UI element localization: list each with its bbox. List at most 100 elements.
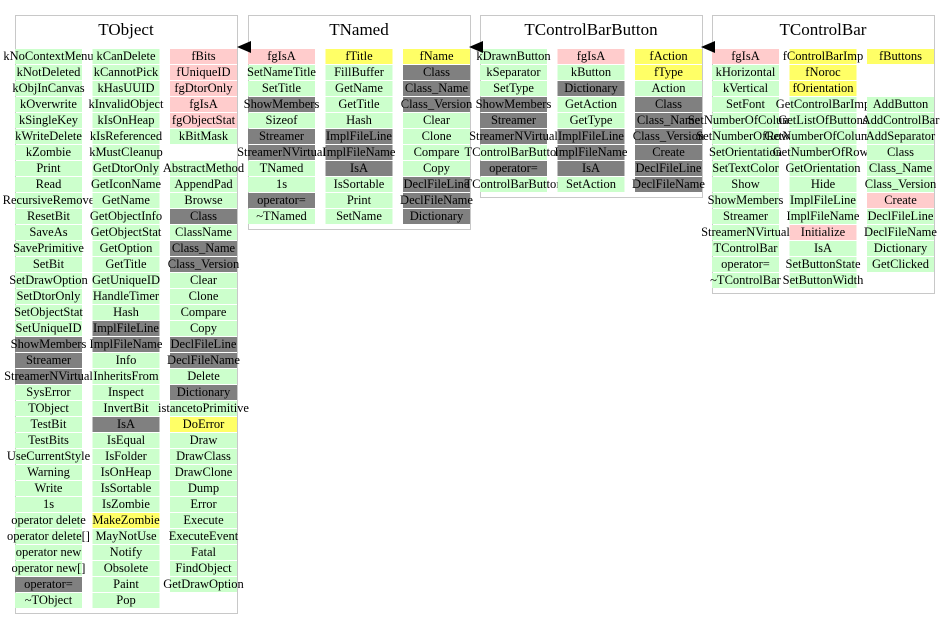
member-cell: [557, 161, 625, 176]
member-name: Hide: [811, 177, 836, 191]
member-name: GetName: [102, 193, 150, 207]
class-title: TObject: [98, 20, 154, 39]
member-cell: [712, 241, 779, 256]
member-name: Class_Name: [172, 241, 236, 255]
member-cell: [170, 465, 237, 480]
member-name: DeclFileLine: [171, 337, 237, 351]
member-cell: [403, 129, 470, 144]
class-box: TNamed fgIsA SetNameTitle SetTitle ShowMembe…: [237, 15, 473, 230]
member-name: Create: [652, 145, 685, 159]
member-cell: [789, 273, 857, 288]
member-name: fType: [654, 65, 683, 79]
member-name: fgObjectStat: [172, 113, 236, 127]
member-name: SetUniqueID: [16, 321, 82, 335]
member-cell: [170, 241, 237, 256]
member-name: GetNumberOfColumns: [764, 129, 881, 143]
member-name: DeclFileLine: [868, 209, 934, 223]
member-name: ClassName: [175, 225, 232, 239]
member-name: kButton: [571, 65, 612, 79]
member-name: SetTitle: [262, 81, 302, 95]
member-name: kMustCleanup: [89, 145, 163, 159]
member-name: Dictionary: [177, 385, 231, 399]
member-cell: [170, 97, 237, 112]
member-cell: [92, 65, 160, 80]
member-name: Dictionary: [874, 241, 928, 255]
member-cell: [92, 225, 160, 240]
member-cell: [248, 161, 315, 176]
member-name: SetFont: [726, 97, 765, 111]
member-name: MayNotUse: [95, 529, 157, 543]
member-name: GetOption: [100, 241, 154, 255]
member-cell: [15, 321, 82, 336]
member-name: kInvalidObject: [89, 97, 165, 111]
member-cell: [15, 177, 82, 192]
member-name: RecursiveRemove: [3, 193, 95, 207]
member-name: StreamerNVirtual: [4, 369, 93, 383]
member-cell: [92, 465, 160, 480]
member-name: Clone: [189, 289, 219, 303]
member-name: istancetoPrimitive: [158, 401, 249, 415]
member-cell: [712, 161, 779, 176]
member-name: fgIsA: [731, 49, 759, 63]
member-cell: [403, 209, 470, 224]
member-name: operator=: [721, 257, 770, 271]
member-name: Class_Name: [637, 113, 701, 127]
member-cell: [403, 97, 470, 112]
member-name: AbstractMethod: [163, 161, 245, 175]
member-cell: [635, 145, 702, 160]
member-cell: [867, 145, 934, 160]
member-name: GetAction: [565, 97, 618, 111]
member-cell: [403, 193, 470, 208]
member-cell: [170, 161, 237, 176]
member-name: ExecuteEvent: [169, 529, 239, 543]
member-name: GetNumberOfRows: [773, 145, 874, 159]
member-cell: [325, 209, 393, 224]
member-cell: [15, 353, 82, 368]
member-cell: [867, 225, 934, 240]
member-name: SetDrawOption: [9, 273, 88, 287]
member-cell: [789, 257, 857, 272]
member-cell: [867, 209, 934, 224]
member-cell: [170, 305, 237, 320]
member-cell: [15, 81, 82, 96]
member-cell: [170, 513, 237, 528]
member-name: GetClicked: [872, 257, 930, 271]
member-cell: [15, 113, 82, 128]
member-cell: [325, 113, 393, 128]
member-name: ImplFileName: [555, 145, 628, 159]
member-name: SetAction: [566, 177, 617, 191]
member-cell: [92, 289, 160, 304]
member-cell: [325, 65, 393, 80]
member-name: Delete: [187, 369, 220, 383]
member-name: SetDtorOnly: [17, 289, 82, 303]
member-name: Hash: [113, 305, 139, 319]
member-cell: [170, 209, 237, 224]
member-name: InheritsFrom: [93, 369, 159, 383]
member-cell: [15, 289, 82, 304]
member-cell: [325, 49, 393, 64]
member-cell: [557, 49, 625, 64]
member-cell: [325, 97, 393, 112]
member-name: Class_Version: [865, 177, 937, 191]
member-cell: [789, 129, 857, 144]
member-name: Execute: [183, 513, 224, 527]
member-cell: [170, 577, 237, 592]
member-name: kZombie: [26, 145, 72, 159]
member-name: SetNameTitle: [247, 65, 316, 79]
member-name: Pop: [116, 593, 135, 607]
member-name: ImplFileName: [787, 209, 860, 223]
member-cell: [248, 65, 315, 80]
member-name: fgDtorOnly: [174, 81, 233, 95]
member-cell: [480, 81, 547, 96]
member-cell: [170, 225, 237, 240]
member-cell: [712, 97, 779, 112]
member-cell: [325, 145, 393, 160]
member-name: SetNumberOfRows: [696, 129, 795, 143]
member-name: ImplFileLine: [558, 129, 624, 143]
member-name: IsZombie: [102, 497, 150, 511]
member-name: Clone: [422, 129, 452, 143]
member-name: fOrientation: [792, 81, 854, 95]
member-cell: [15, 369, 82, 384]
member-cell: [712, 273, 779, 288]
member-cell: [15, 401, 82, 416]
